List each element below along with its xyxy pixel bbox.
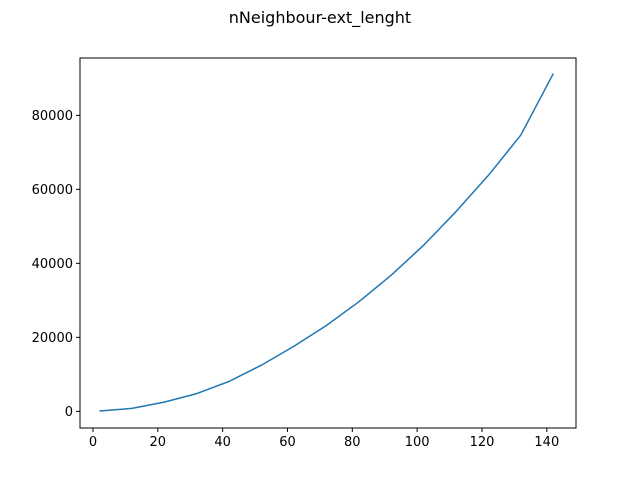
x-tick-label: 40 — [214, 435, 231, 450]
plot-frame — [79, 57, 577, 429]
y-tick-label: 0 — [65, 405, 73, 420]
y-tick-label: 40000 — [32, 257, 73, 272]
x-tick-label: 140 — [534, 435, 559, 450]
x-tick-label: 60 — [279, 435, 296, 450]
x-axis: 0 20 40 60 80 100 120 140 — [89, 428, 559, 450]
chart-title: nNeighbour-ext_lenght — [228, 8, 412, 27]
x-tick-label: 120 — [470, 435, 495, 450]
y-tick-label: 60000 — [32, 183, 73, 198]
y-tick-label: 20000 — [32, 331, 73, 346]
y-axis: 0 20000 40000 60000 80000 — [32, 109, 80, 420]
series-line — [99, 73, 554, 412]
x-tick-label: 20 — [150, 435, 167, 450]
x-tick-label: 80 — [344, 435, 361, 450]
x-tick-label: 0 — [89, 435, 97, 450]
series-group — [99, 73, 554, 412]
x-tick-label: 100 — [405, 435, 430, 450]
y-tick-label: 80000 — [32, 109, 73, 124]
